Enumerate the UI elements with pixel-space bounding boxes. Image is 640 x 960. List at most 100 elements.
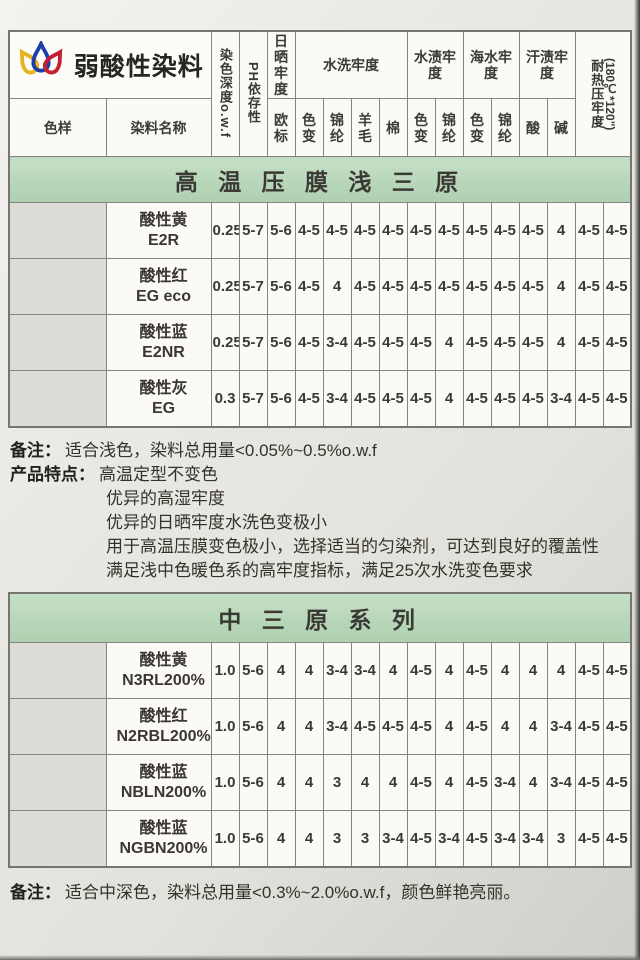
dye-name-cell: 酸性灰 EG [105,370,212,428]
swatch-cell [8,370,107,428]
fastness-value: 4-5 [406,810,436,868]
dye-row: 酸性蓝 NBLN200% 1.0 5-6 4 4 3 4 4 4-5 4 4-5 3-4 4 3-4 4-5 4… [8,754,632,812]
swatch-cell [8,642,107,700]
fastness-value: 4 [434,314,464,372]
col-header-wash-wool: 羊毛 [350,98,380,158]
col-header-sea-nylon: 锦纶 [490,98,520,158]
fastness-value: 4 [546,202,576,260]
swatch-cell [8,810,107,868]
fastness-value: 4-5 [574,642,604,700]
fastness-value: 4-5 [294,370,324,428]
dye-name-cell: 酸性蓝 E2NR [105,314,212,372]
dye-code: E2R [147,231,180,249]
fastness-value: 4-5 [294,258,324,316]
fastness-value: 4 [294,642,324,700]
fastness-value: 1.0 [210,754,240,812]
note-text: 优异的日晒牢度水洗色变极小 [106,512,327,532]
fastness-value: 4-5 [574,202,604,260]
fastness-value: 4-5 [378,258,408,316]
fastness-value: 1.0 [210,810,240,868]
brand-name: 弱酸性染料 [73,53,204,82]
fastness-value: 5-6 [266,202,296,260]
dye-name-cell: 酸性红 N2RBL200% [105,698,212,756]
fastness-value: 5-7 [238,314,268,372]
fastness-value: 4-5 [602,258,632,316]
fastness-value: 0.25 [210,202,240,260]
fastness-value: 4-5 [378,698,408,756]
section-banner-row: 中 三 原 系 列 [8,592,632,644]
dye-row: 酸性蓝 E2NR 0.25 5-7 5-6 4-5 3-4 4-5 4-5 4-5 4 4-5 4-5 4… [8,314,632,372]
fastness-value: 4-5 [406,698,436,756]
fastness-value: 4-5 [602,202,632,260]
fastness-value: 4-5 [434,202,464,260]
fastness-value: 4-5 [574,810,604,868]
header-row-groups: 弱酸性染料 染色深度o.w.f PH依存性 日晒牢度 水洗牢度 水渍牢度 海水牢… [8,30,632,158]
fastness-value: 4-5 [350,258,380,316]
fastness-value: 3-4 [350,642,380,700]
fastness-value: 4-5 [406,314,436,372]
section-banner-row: 高 温 压 膜 浅 三 原 [8,156,632,204]
fastness-value: 4-5 [462,314,492,372]
fastness-value: 4 [266,810,296,868]
fastness-value: 4 [350,754,380,812]
fastness-value: 4 [518,698,548,756]
dye-row: 酸性红 EG eco 0.25 5-7 5-6 4-5 4 4-5 4-5 4-5 4-5 4-5 4-… [8,258,632,316]
header-row-subcolumns: 色样 染料名称 欧标 色变 锦纶 羊毛 棉 色变 锦纶 色变 锦纶 酸 碱 [8,98,631,158]
swatch-cell [8,202,107,260]
fastness-value: 4-5 [406,258,436,316]
dye-row: 酸性红 N2RBL200% 1.0 5-6 4 4 3-4 4-5 4-5 4-5 4 4-5 4 4 3-… [8,698,632,756]
note-line: 产品特点： 高温定型不变色 [10,463,640,487]
fastness-value: 4-5 [574,370,604,428]
dye-name: 酸性蓝 [139,323,188,341]
notes-medium-series: 备注： 适合中深色，染料总用量<0.3%~2.0%o.w.f，颜色鲜艳亮丽。 [10,881,640,905]
fastness-value: 4 [294,698,324,756]
fastness-value: 4-5 [490,314,520,372]
fastness-value: 4-5 [350,698,380,756]
fastness-value: 4-5 [462,810,492,868]
fastness-value: 3 [322,754,352,812]
fastness-value: 3-4 [322,314,352,372]
fastness-value: 4 [546,642,576,700]
col-header-depth-label: 染色深度o.w.f [217,47,233,138]
fastness-value: 4-5 [406,754,436,812]
fastness-value: 4 [490,642,520,700]
col-header-seawater: 海水牢度 [462,30,520,100]
fastness-value: 4-5 [294,202,324,260]
col-header-water-nylon: 锦纶 [434,98,464,158]
fastness-value: 3 [322,810,352,868]
dye-row: 酸性灰 EG 0.3 5-7 5-6 4-5 3-4 4-5 4-5 4-5 4 4-5 4-5 4-5 3… [8,370,632,428]
dye-name: 酸性灰 [139,379,188,397]
dye-name-cell: 酸性蓝 NGBN200% [105,810,212,868]
fastness-value: 4-5 [294,314,324,372]
fastness-value: 3-4 [518,810,548,868]
swatch-cell [8,314,107,372]
note-text: 高温定型不变色 [99,464,218,484]
dye-name: 酸性黄 [139,211,188,229]
col-header-perspiration: 汗渍牢度 [518,30,576,100]
fastness-value: 4-5 [378,202,408,260]
fastness-value: 4-5 [350,370,380,428]
fastness-value: 4-5 [490,370,520,428]
dye-name: 酸性红 [139,267,188,285]
dye-name-cell: 酸性蓝 NBLN200% [105,754,212,812]
col-header-eu-standard: 欧标 [266,98,296,158]
fastness-value: 3-4 [378,810,408,868]
dye-name-cell: 酸性黄 N3RL200% [105,642,212,700]
col-header-ph-label: PH依存性 [245,61,261,124]
section-banner-light-series: 高 温 压 膜 浅 三 原 [8,156,632,204]
page-edge-shadow [634,0,640,960]
fastness-value: 3-4 [546,754,576,812]
fastness-value: 4-5 [434,258,464,316]
note-text: 用于高温压膜变色极小，选择适当的匀染剂，可达到良好的覆盖性 [106,536,599,556]
fastness-value: 4-5 [574,314,604,372]
fastness-value: 4-5 [518,202,548,260]
fastness-value: 5-6 [238,754,268,812]
col-header-ph: PH依存性 [238,30,268,158]
fastness-value: 5-6 [238,810,268,868]
note-label: 备注： [10,882,61,902]
fastness-value: 4-5 [574,754,604,812]
fastness-value: 4-5 [462,258,492,316]
fastness-value: 3-4 [490,754,520,812]
col-header-wash-cotton: 棉 [378,98,408,158]
